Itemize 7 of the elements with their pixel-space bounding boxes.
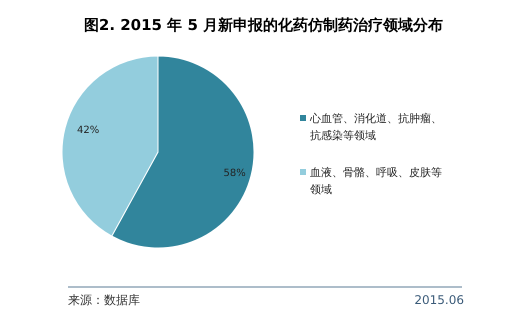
- data-label: 58%: [223, 168, 246, 180]
- legend-label: 血液、骨骼、呼吸、皮肤等领域: [310, 166, 442, 196]
- text: 2015.06: [414, 293, 464, 307]
- source-note: 来源：数据库: [68, 293, 140, 307]
- data-label: 42%: [76, 125, 100, 136]
- legend-label: 心血管、消化道、抗肿瘤、抗感染等领域: [309, 112, 442, 142]
- chart-title: 图2. 2015 年 5 月新申报的化药仿制药治疗领域分布: [84, 16, 444, 34]
